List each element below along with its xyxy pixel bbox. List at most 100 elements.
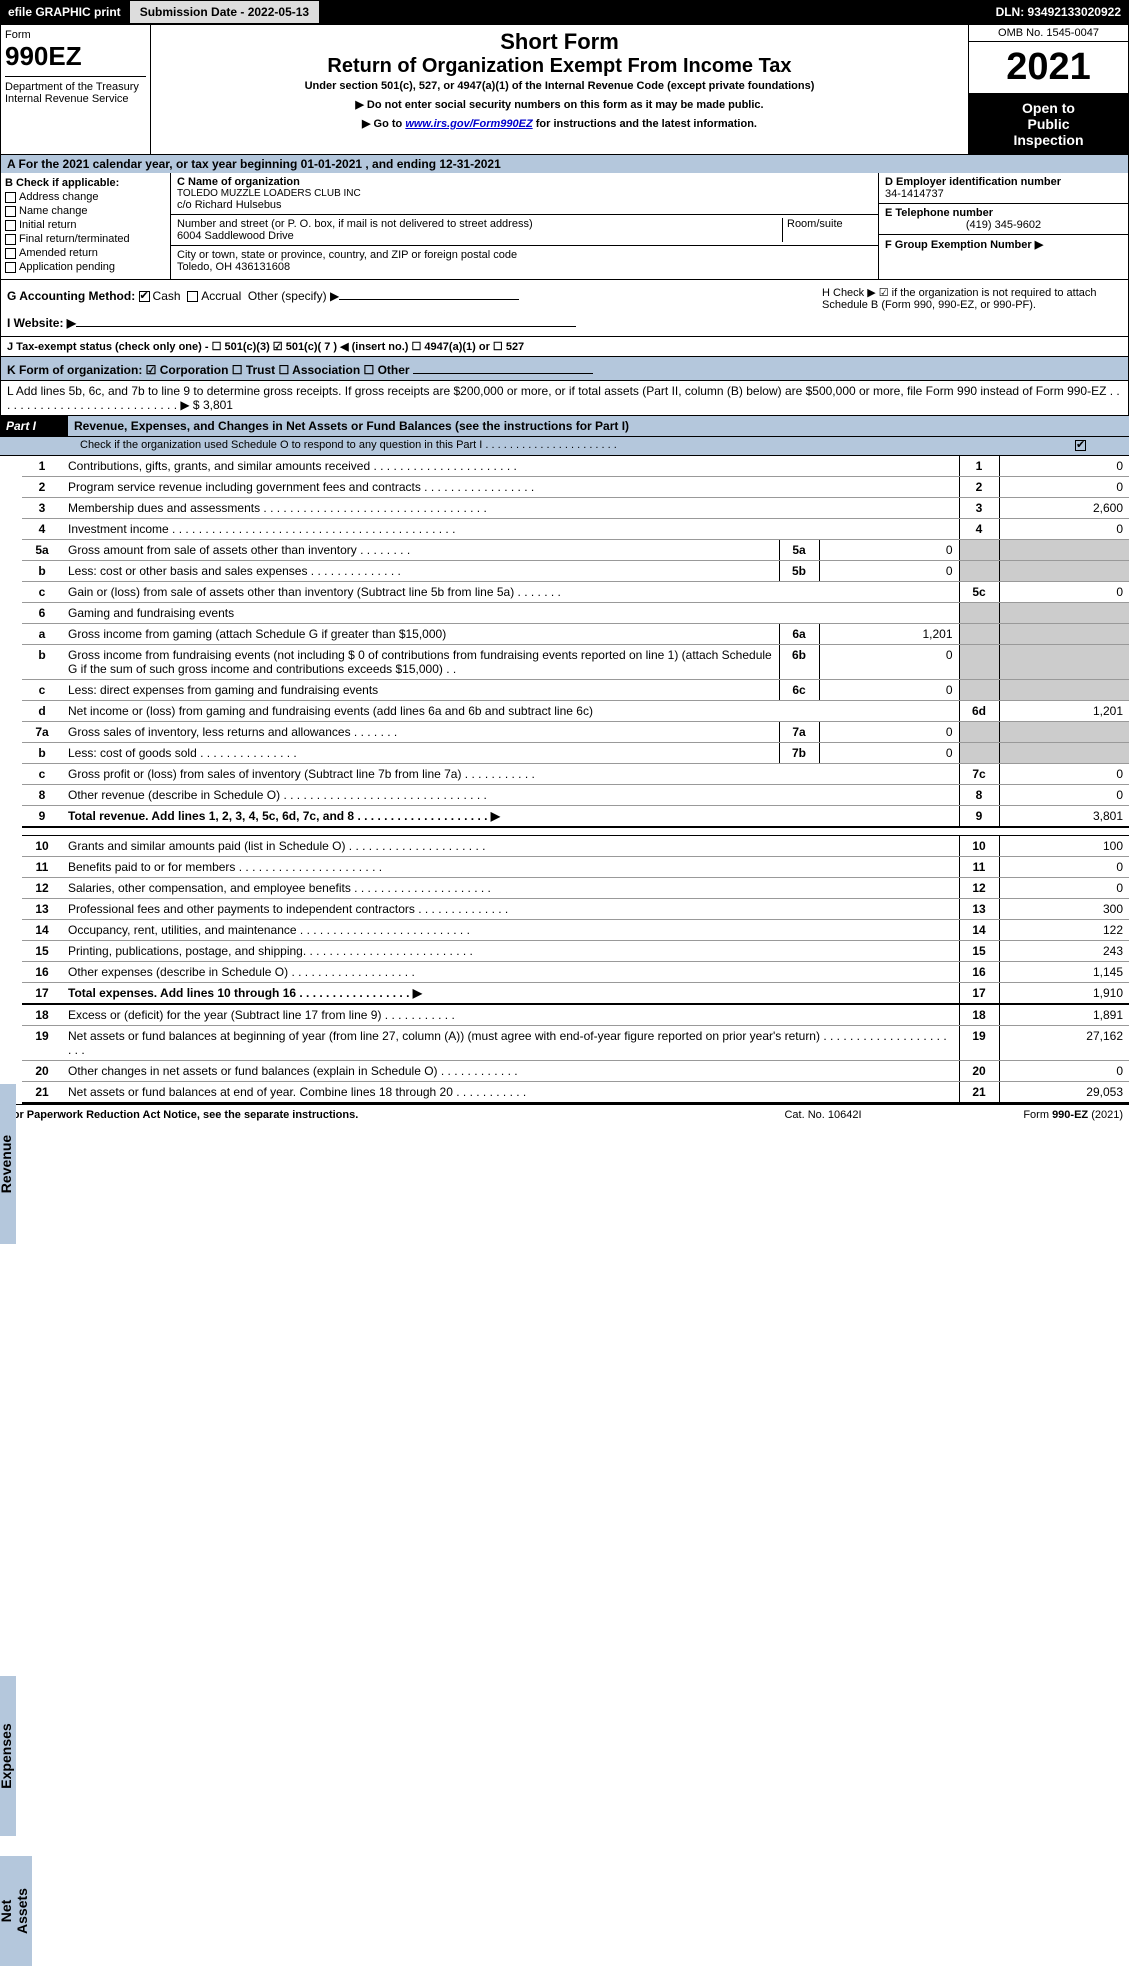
line-11: 11Benefits paid to or for members . . . … (22, 856, 1129, 877)
phone-label: E Telephone number (885, 207, 1122, 219)
city-label: City or town, state or province, country… (177, 249, 872, 261)
other-method-input[interactable] (339, 286, 519, 300)
form-word: Form (5, 29, 146, 41)
line-20: 20Other changes in net assets or fund ba… (22, 1060, 1129, 1081)
section-d: D Employer identification number 34-1414… (878, 173, 1128, 279)
line-17: 17Total expenses. Add lines 10 through 1… (22, 982, 1129, 1004)
inspection-public: Public (973, 116, 1124, 132)
line-15: 15Printing, publications, postage, and s… (22, 940, 1129, 961)
website-input[interactable] (76, 313, 576, 327)
chk-accrual[interactable] (187, 291, 198, 302)
section-c: C Name of organization TOLEDO MUZZLE LOA… (171, 173, 878, 279)
footer-paperwork: For Paperwork Reduction Act Notice, see … (6, 1109, 723, 1121)
footer-form-ref: Form 990-EZ (2021) (923, 1109, 1123, 1121)
care-of: c/o Richard Hulsebus (177, 199, 872, 211)
title-return: Return of Organization Exempt From Incom… (159, 55, 960, 78)
chk-final-return[interactable]: Final return/terminated (5, 233, 166, 245)
line-16: 16Other expenses (describe in Schedule O… (22, 961, 1129, 982)
footer: For Paperwork Reduction Act Notice, see … (0, 1104, 1129, 1125)
gross-receipts-value: 3,801 (203, 398, 233, 412)
ein: 34-1414737 (885, 188, 1122, 200)
line-4: 4Investment income . . . . . . . . . . .… (22, 519, 1129, 540)
street: 6004 Saddlewood Drive (177, 230, 782, 242)
line-8: 8Other revenue (describe in Schedule O) … (22, 785, 1129, 806)
irs-link[interactable]: www.irs.gov/Form990EZ (405, 118, 532, 130)
line-6c: cLess: direct expenses from gaming and f… (22, 680, 1129, 701)
section-k: K Form of organization: ☑ Corporation ☐ … (0, 357, 1129, 381)
header-left: Form 990EZ Department of the Treasury In… (1, 25, 151, 154)
inspection-box: Open to Public Inspection (969, 94, 1128, 154)
revenue-side-label: Revenue (0, 1084, 16, 1244)
line-10: 10Grants and similar amounts paid (list … (22, 835, 1129, 856)
line-6d: dNet income or (loss) from gaming and fu… (22, 701, 1129, 722)
submission-date: Submission Date - 2022-05-13 (129, 0, 320, 24)
group-exemption-label: F Group Exemption Number ▶ (885, 239, 1043, 251)
line-7a: 7aGross sales of inventory, less returns… (22, 722, 1129, 743)
tax-year: 2021 (969, 42, 1128, 94)
street-label: Number and street (or P. O. box, if mail… (177, 218, 782, 230)
line-6b: bGross income from fundraising events (n… (22, 645, 1129, 680)
line-5a: 5aGross amount from sale of assets other… (22, 540, 1129, 561)
expenses-side-label: Expenses (0, 1676, 16, 1836)
org-name-label: C Name of organization (177, 176, 872, 188)
efile-label: efile GRAPHIC print (0, 5, 129, 19)
omb-number: OMB No. 1545-0047 (969, 25, 1128, 42)
line-2: 2Program service revenue including gover… (22, 477, 1129, 498)
form-header: Form 990EZ Department of the Treasury In… (0, 24, 1129, 155)
title-short-form: Short Form (159, 29, 960, 55)
chk-amended-return[interactable]: Amended return (5, 247, 166, 259)
line-19: 19Net assets or fund balances at beginni… (22, 1025, 1129, 1060)
line-5b: bLess: cost or other basis and sales exp… (22, 561, 1129, 582)
instr-goto-pre: ▶ Go to (362, 118, 405, 130)
room-suite-label: Room/suite (782, 218, 872, 242)
line-12: 12Salaries, other compensation, and empl… (22, 877, 1129, 898)
section-a: A For the 2021 calendar year, or tax yea… (0, 155, 1129, 173)
info-row: B Check if applicable: Address change Na… (0, 173, 1129, 280)
line-1: 1Contributions, gifts, grants, and simil… (22, 456, 1129, 477)
footer-cat-no: Cat. No. 10642I (723, 1109, 923, 1121)
header-right: OMB No. 1545-0047 2021 Open to Public In… (968, 25, 1128, 154)
chk-schedule-o[interactable] (1075, 440, 1086, 451)
phone: (419) 345-9602 (885, 219, 1122, 231)
section-b-heading: B Check if applicable: (5, 177, 166, 189)
inspection-word: Inspection (973, 132, 1124, 148)
net-assets-side-label: Net Assets (0, 1856, 32, 1966)
line-6a: aGross income from gaming (attach Schedu… (22, 624, 1129, 645)
other-org-input[interactable] (413, 360, 593, 374)
line-18: 18Excess or (deficit) for the year (Subt… (22, 1004, 1129, 1026)
line-7c: cGross profit or (loss) from sales of in… (22, 764, 1129, 785)
section-j: J Tax-exempt status (check only one) - ☐… (0, 337, 1129, 357)
irs-label: Internal Revenue Service (5, 93, 146, 105)
chk-cash[interactable] (139, 291, 150, 302)
line-9: 9Total revenue. Add lines 1, 2, 3, 4, 5c… (22, 806, 1129, 828)
header-center: Short Form Return of Organization Exempt… (151, 25, 968, 154)
line-13: 13Professional fees and other payments t… (22, 898, 1129, 919)
part-1-sub: Check if the organization used Schedule … (0, 437, 1129, 456)
section-b: B Check if applicable: Address change Na… (1, 173, 171, 279)
accounting-method-label: G Accounting Method: (7, 289, 135, 303)
chk-name-change[interactable]: Name change (5, 205, 166, 217)
website-label: I Website: ▶ (7, 316, 76, 330)
section-l: L Add lines 5b, 6c, and 7b to line 9 to … (0, 381, 1129, 416)
chk-address-change[interactable]: Address change (5, 191, 166, 203)
part-1-title: Revenue, Expenses, and Changes in Net As… (68, 416, 1129, 436)
line-6: 6Gaming and fundraising events (22, 603, 1129, 624)
inspection-open: Open to (973, 100, 1124, 116)
part-1-header: Part I Revenue, Expenses, and Changes in… (0, 416, 1129, 437)
city: Toledo, OH 436131608 (177, 261, 872, 273)
lines-table: 1Contributions, gifts, grants, and simil… (22, 456, 1129, 1104)
line-3: 3Membership dues and assessments . . . .… (22, 498, 1129, 519)
instr-goto-post: for instructions and the latest informat… (533, 118, 757, 130)
subtitle: Under section 501(c), 527, or 4947(a)(1)… (159, 80, 960, 92)
line-21: 21Net assets or fund balances at end of … (22, 1081, 1129, 1103)
line-7b: bLess: cost of goods sold . . . . . . . … (22, 743, 1129, 764)
chk-application-pending[interactable]: Application pending (5, 261, 166, 273)
ein-label: D Employer identification number (885, 176, 1122, 188)
chk-initial-return[interactable]: Initial return (5, 219, 166, 231)
dln-label: DLN: 93492133020922 (988, 5, 1129, 19)
dept-treasury: Department of the Treasury (5, 81, 146, 93)
top-bar: efile GRAPHIC print Submission Date - 20… (0, 0, 1129, 24)
line-5c: cGain or (loss) from sale of assets othe… (22, 582, 1129, 603)
form-number: 990EZ (5, 41, 146, 72)
g-h-row: G Accounting Method: Cash Accrual Other … (0, 280, 1129, 337)
